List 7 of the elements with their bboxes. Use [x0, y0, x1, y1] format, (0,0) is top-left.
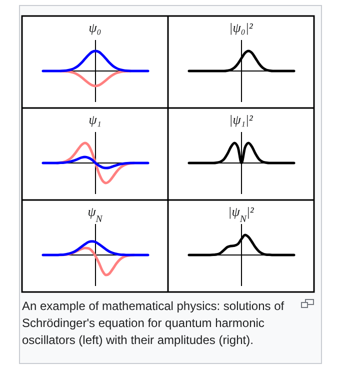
chart-title: ψ$_{N}$	[88, 204, 103, 224]
chart-title: |ψ₁|²	[229, 112, 254, 127]
chart-title: ψ₁	[88, 112, 102, 127]
chart-title: ψ₀	[88, 20, 102, 35]
chart-title: |ψ$_{N}$|²	[228, 204, 255, 224]
chart-title: |ψ₀|²	[229, 20, 254, 35]
text: An example of mathematical physics: solutions of Schrödinger's equation for quantum harmonic oscillators (left) with their amplitudes (right).	[22, 299, 285, 347]
